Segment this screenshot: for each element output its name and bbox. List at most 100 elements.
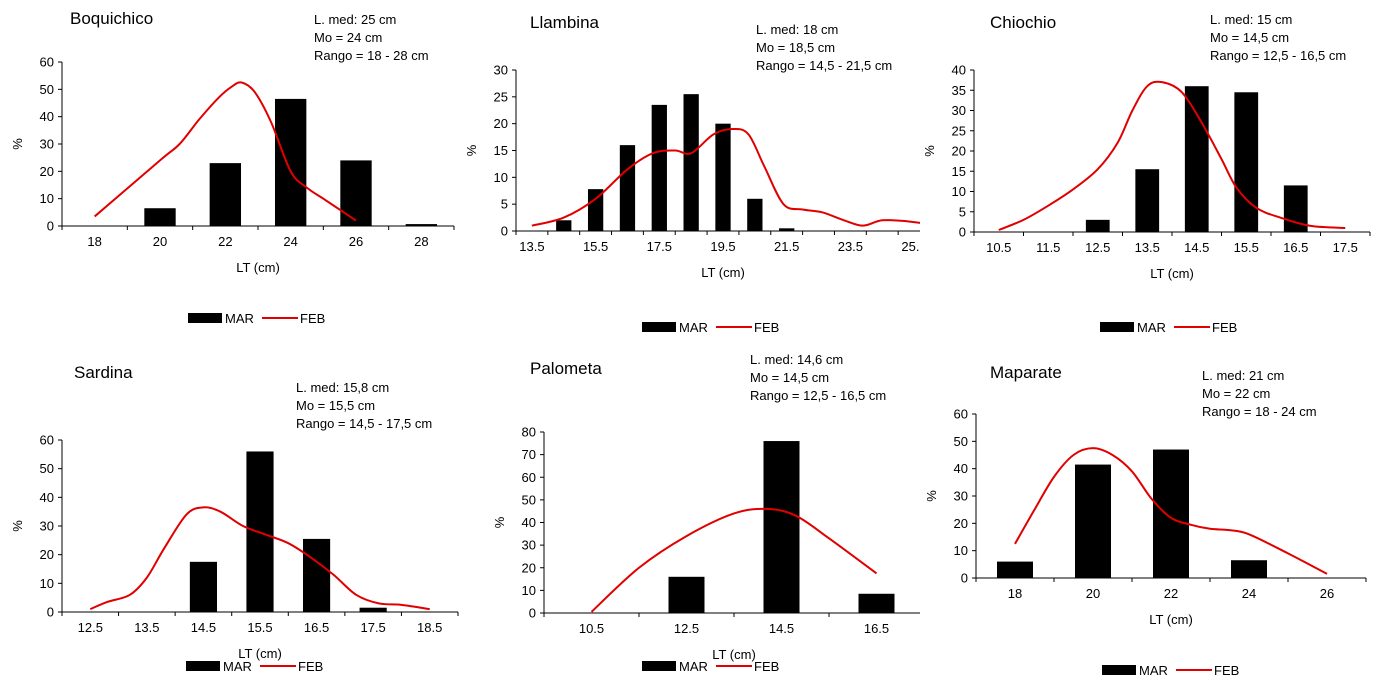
bar-mar	[1184, 86, 1209, 232]
bar-mar	[747, 198, 763, 231]
legend-line-label: FEB	[300, 311, 325, 326]
legend-line-label: FEB	[754, 659, 779, 674]
y-tick-label: 5	[959, 204, 966, 219]
x-tick-label: 24	[283, 234, 297, 249]
x-tick-label: 11.5	[1036, 240, 1060, 255]
y-tick-label: 40	[954, 461, 968, 476]
y-axis-label: %	[10, 138, 25, 150]
bar-mar	[359, 607, 387, 612]
bar-mar	[587, 189, 604, 231]
y-tick-label: 30	[952, 103, 966, 118]
stat-note: Mo = 18,5 cm	[756, 40, 835, 55]
chart-title: Maparate	[990, 363, 1062, 382]
y-tick-label: 10	[40, 576, 54, 591]
y-tick-label: 0	[961, 571, 968, 586]
x-tick-label: 20	[1086, 586, 1100, 601]
x-tick-label: 17.5	[647, 239, 672, 254]
x-tick-label: 18	[87, 234, 101, 249]
y-tick-label: 0	[501, 224, 508, 239]
x-tick-label: 20	[153, 234, 167, 249]
x-tick-label: 26	[1320, 586, 1334, 601]
y-tick-label: 20	[40, 164, 54, 179]
legend-bar-swatch	[1102, 665, 1136, 675]
y-tick-label: 60	[522, 470, 536, 485]
y-tick-label: 70	[522, 447, 536, 462]
stat-note: L. med: 15,8 cm	[296, 380, 389, 395]
line-feb	[1014, 447, 1328, 575]
bar-mar	[1234, 92, 1259, 233]
chart-title: Sardina	[74, 363, 133, 382]
stat-note: Rango = 18 - 24 cm	[1202, 404, 1317, 419]
bar-mar	[997, 561, 1033, 578]
y-tick-label: 40	[40, 109, 54, 124]
x-tick-label: 14.5	[191, 620, 216, 635]
bar-mar	[763, 441, 800, 613]
y-tick-label: 40	[522, 515, 536, 530]
legend-line-label: FEB	[298, 659, 323, 674]
legend: MAR FEB	[642, 659, 779, 674]
x-tick-label: 10.5	[986, 240, 1011, 255]
legend-line-label: FEB	[1214, 663, 1239, 678]
x-axis-label: LT (cm)	[712, 647, 756, 662]
x-tick-label: 12.5	[78, 620, 103, 635]
bar-mar	[405, 224, 438, 226]
bar-mar	[1153, 449, 1189, 578]
y-tick-label: 60	[40, 55, 54, 70]
bar-mar	[668, 576, 705, 613]
y-tick-label: 30	[40, 519, 54, 534]
y-tick-label: 25	[952, 123, 966, 138]
y-tick-label: 30	[40, 137, 54, 152]
chart-llambina: Llambina L. med: 18 cm Mo = 18,5 cm Rango =…	[464, 13, 920, 335]
legend: MAR FEB	[188, 311, 325, 326]
x-tick-label: 12.5	[1085, 240, 1110, 255]
y-tick-label: 20	[952, 144, 966, 159]
x-tick-label: 22	[1164, 586, 1178, 601]
x-tick-label: 16.5	[864, 621, 889, 636]
y-tick-label: 40	[952, 63, 966, 78]
bar-mar	[340, 160, 372, 226]
stat-note: Mo = 22 cm	[1202, 386, 1270, 401]
bar-mar	[651, 104, 667, 231]
stat-note: Rango = 14,5 - 21,5 cm	[756, 58, 892, 73]
y-tick-label: 10	[954, 543, 968, 558]
bar-mar	[779, 228, 795, 231]
stat-note: Mo = 24 cm	[314, 30, 382, 45]
line-feb	[94, 81, 357, 222]
bar-mar	[144, 208, 176, 226]
x-tick-label: 18	[1008, 586, 1022, 601]
chart-boquichico: Boquichico L. med: 25 cm Mo = 24 cm Rango =…	[10, 9, 455, 326]
legend-bar-swatch	[642, 322, 676, 332]
stat-note: Mo = 14,5 cm	[750, 370, 829, 385]
bar-mar	[209, 163, 242, 226]
chart-sardina: Sardina L. med: 15,8 cm Mo = 15,5 cm Rango …	[10, 363, 459, 674]
y-tick-label: 10	[494, 170, 508, 185]
chart-title: Chiochio	[990, 13, 1056, 32]
legend: MAR FEB	[642, 320, 779, 335]
bar-mar	[619, 145, 636, 231]
y-tick-label: 20	[40, 547, 54, 562]
bar-mar	[556, 220, 572, 231]
stat-note: Rango = 12,5 - 16,5 cm	[1210, 48, 1346, 63]
legend-line-label: FEB	[1212, 320, 1237, 335]
y-tick-label: 10	[952, 184, 966, 199]
x-tick-label: 24	[1242, 586, 1256, 601]
y-tick-label: 50	[954, 434, 968, 449]
x-tick-label: 10.5	[579, 621, 604, 636]
x-axis-label: LT (cm)	[238, 646, 282, 661]
legend-bar-swatch	[186, 661, 220, 671]
stat-note: Mo = 15,5 cm	[296, 398, 375, 413]
stat-note: L. med: 18 cm	[756, 22, 838, 37]
y-tick-label: 15	[952, 164, 966, 179]
y-tick-label: 0	[47, 605, 54, 620]
y-axis-label: %	[10, 520, 25, 532]
legend-bar-label: MAR	[223, 659, 252, 674]
bar-mar	[274, 98, 307, 226]
x-tick-label: 15.5	[1234, 240, 1259, 255]
y-tick-label: 10	[40, 191, 54, 206]
bar-mar	[715, 123, 731, 231]
x-tick-label: 14.5	[1184, 240, 1209, 255]
y-tick-label: 50	[40, 82, 54, 97]
x-tick-label: 26	[349, 234, 363, 249]
line-feb	[89, 506, 430, 611]
x-tick-label: 19.5	[710, 239, 735, 254]
